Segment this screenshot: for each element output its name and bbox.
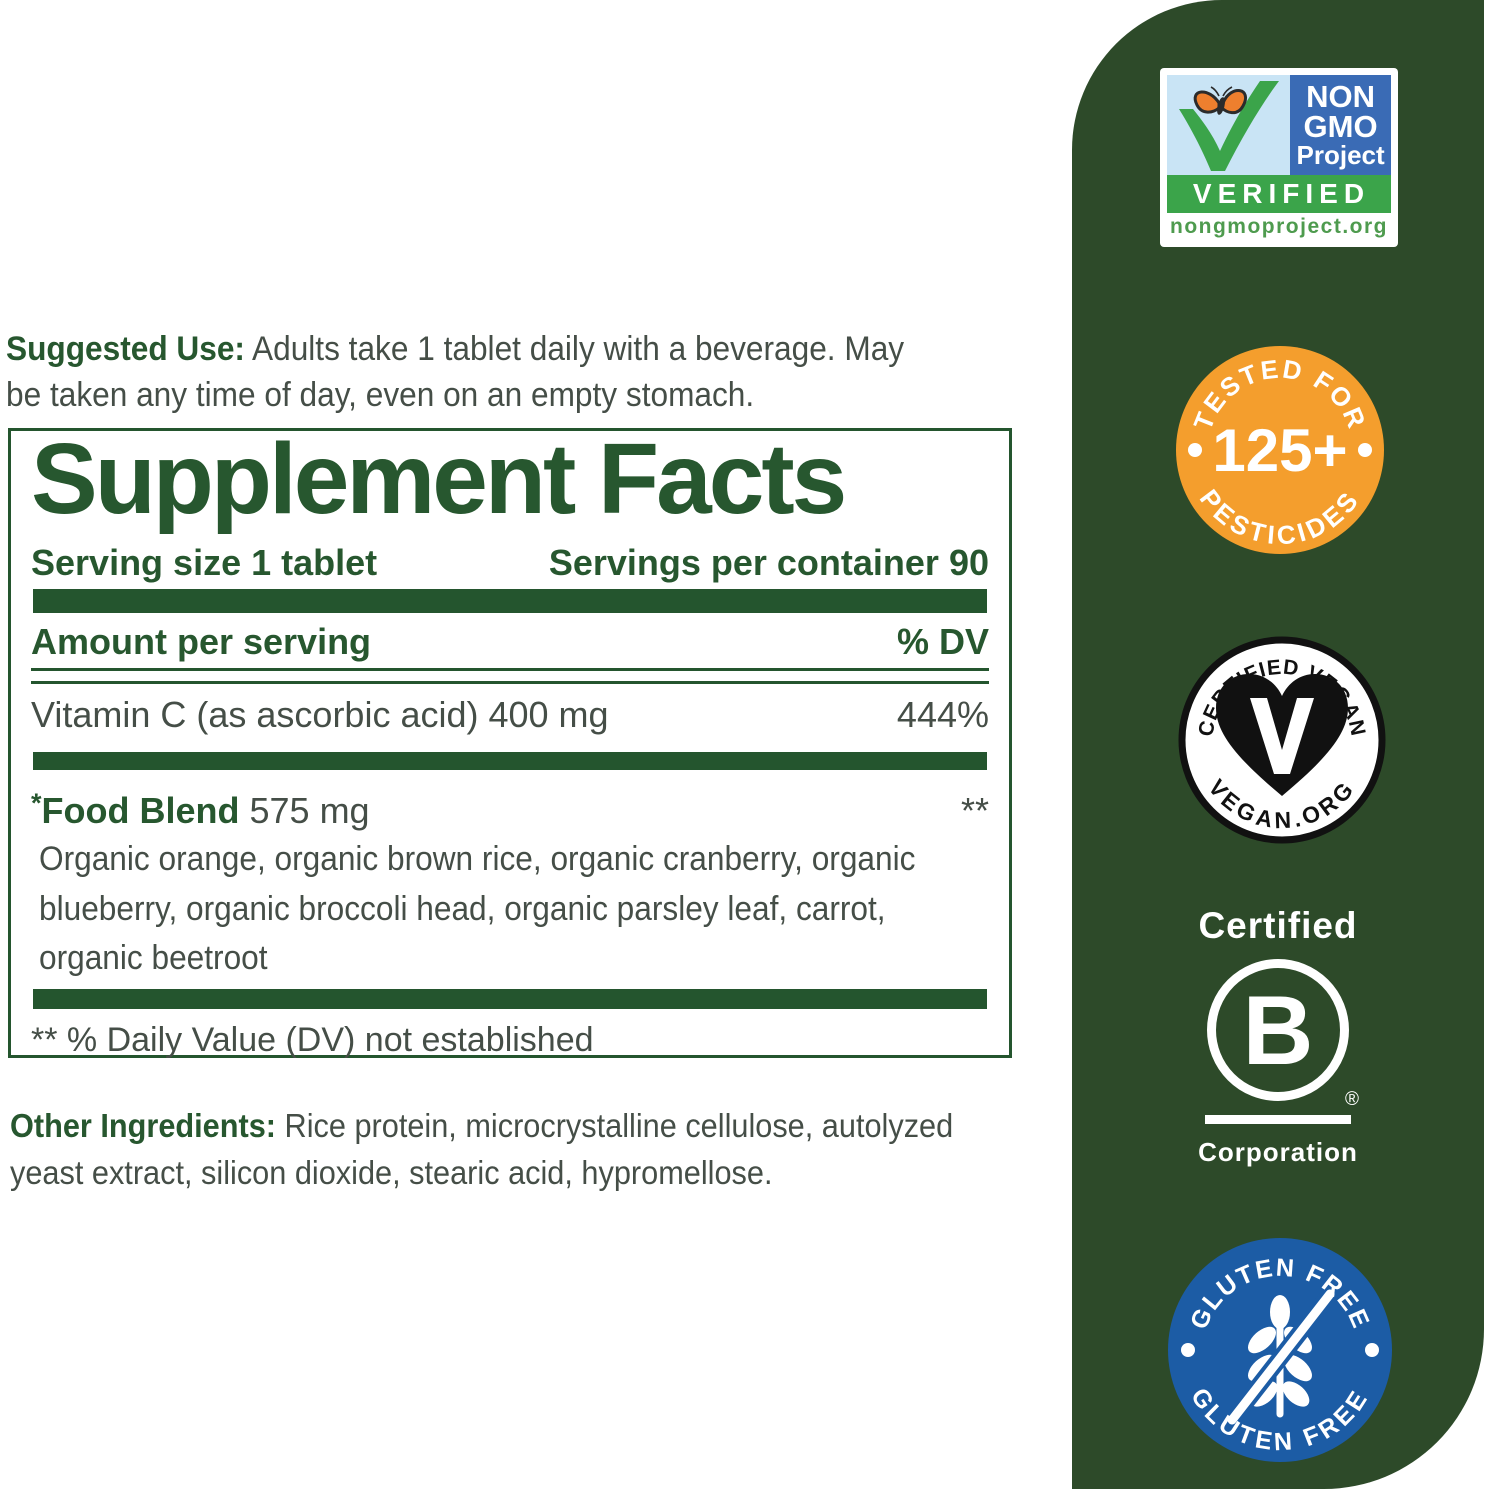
suggested-use-paragraph: Suggested Use: Adults take 1 tablet dail…: [6, 327, 927, 418]
other-ingredients-label: Other Ingredients:: [10, 1107, 277, 1144]
food-blend-asterisk: *: [31, 788, 42, 819]
b-corp-bar: [1205, 1115, 1351, 1124]
other-ingredients-paragraph: Other Ingredients: Rice protein, microcr…: [10, 1103, 996, 1197]
food-blend-title: *Food Blend 575 mg: [31, 787, 370, 833]
crossed-wheat-icon: [1225, 1288, 1337, 1426]
non-gmo-url: nongmoproject.org: [1167, 213, 1391, 240]
left-dot: [1181, 1343, 1195, 1357]
non-gmo-verified-band: VERIFIED: [1167, 175, 1391, 213]
supplement-facts-title: Supplement Facts: [31, 423, 847, 535]
suggested-use-label: Suggested Use:: [6, 330, 245, 368]
nutrient-row: Vitamin C (as ascorbic acid) 400 mg 444%: [31, 690, 989, 740]
amount-per-serving-header: Amount per serving: [31, 621, 372, 663]
registered-mark: ®: [1345, 1089, 1359, 1110]
food-blend-label: Food Blend: [41, 790, 240, 832]
food-blend-amount: 575 mg: [249, 790, 370, 832]
amount-header-row: Amount per serving % DV: [31, 620, 989, 663]
non-gmo-wordmark: NON GMO Project: [1290, 75, 1391, 175]
vegan-v-icon: [1250, 698, 1314, 774]
nutrient-dv: 444%: [896, 693, 989, 735]
nutrient-name: Vitamin C (as ascorbic acid) 400 mg: [31, 693, 609, 735]
suggested-use-text: Adults take 1 tablet daily with a bevera…: [6, 330, 905, 414]
dv-footnote: ** % Daily Value (DV) not established: [31, 1021, 594, 1060]
divider-bar-thick: [33, 589, 987, 614]
non-gmo-butterfly-icon: [1167, 75, 1291, 175]
b-corp-corporation-label: Corporation: [1198, 1137, 1358, 1167]
tested-pesticides-badge: TESTED FOR 125+ PESTICIDES: [1176, 346, 1384, 554]
right-dot: [1365, 1343, 1379, 1357]
serving-row: Serving size 1 tablet Servings per conta…: [31, 542, 989, 583]
supplement-facts-panel: Supplement Facts Serving size 1 tablet S…: [8, 423, 1012, 1060]
b-corp-certified-label: Certified: [1198, 905, 1358, 946]
b-corp-letter: B: [1242, 975, 1314, 1085]
double-rule: [31, 667, 989, 684]
b-corp-circle: B: [1207, 959, 1349, 1101]
serving-size: Serving size 1 tablet: [31, 542, 378, 583]
left-dot: [1188, 443, 1202, 457]
food-blend-dv: **: [960, 790, 989, 832]
vegan-heart-icon: [1216, 674, 1348, 796]
pesticides-count: 125+: [1212, 417, 1347, 484]
food-blend-header-row: *Food Blend 575 mg **: [31, 787, 989, 833]
certifications-panel: NON GMO Project VERIFIED nongmoproject.o…: [1072, 0, 1484, 1489]
b-corp-badge: Certified B ® Corporation: [1072, 905, 1484, 1168]
non-gmo-line2: GMO: [1303, 109, 1378, 145]
divider-bar-thick: [33, 989, 987, 1010]
food-blend-ingredients: Organic orange, organic brown rice, orga…: [39, 840, 916, 978]
non-gmo-line3: Project: [1296, 139, 1385, 170]
right-dot: [1358, 443, 1372, 457]
other-ingredients-text: Rice protein, microcrystalline cellulose…: [10, 1107, 954, 1191]
b-corp-bar-wrap: ®: [1205, 1089, 1359, 1124]
percent-dv-header: % DV: [896, 621, 989, 663]
non-gmo-project-badge: NON GMO Project VERIFIED nongmoproject.o…: [1160, 68, 1398, 247]
servings-per-container: Servings per container 90: [548, 542, 989, 583]
gluten-free-badge: GLUTEN FREE GLUTEN FREE: [1168, 1238, 1392, 1462]
certified-vegan-badge: CERTIFIED VEGAN VEGAN.ORG: [1178, 636, 1386, 844]
divider-bar-thick: [33, 752, 987, 771]
non-gmo-line1: NON: [1306, 78, 1376, 114]
non-gmo-top-section: NON GMO Project: [1167, 75, 1391, 175]
